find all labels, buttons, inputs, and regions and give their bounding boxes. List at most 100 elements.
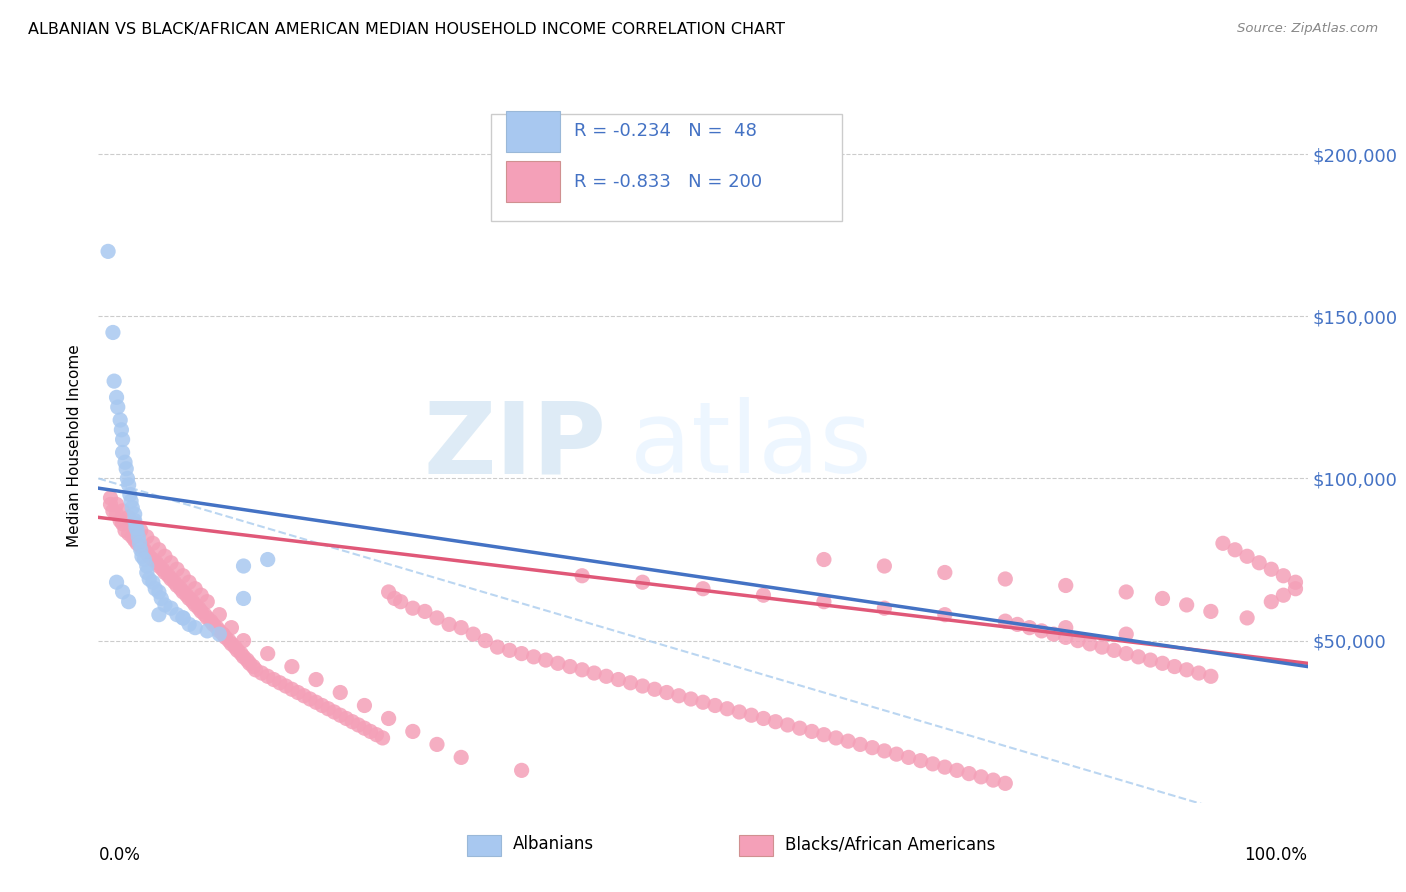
Point: [571, 663, 593, 677]
Point: [190, 588, 212, 602]
Point: [205, 621, 228, 635]
Point: [179, 591, 201, 606]
Point: [269, 675, 291, 690]
Point: [1031, 624, 1053, 638]
Text: Source: ZipAtlas.com: Source: ZipAtlas.com: [1237, 22, 1378, 36]
Point: [108, 514, 131, 528]
Point: [232, 633, 254, 648]
Point: [752, 588, 775, 602]
Point: [124, 516, 146, 531]
Point: [118, 595, 141, 609]
Point: [679, 692, 702, 706]
Point: [274, 679, 297, 693]
Point: [426, 738, 449, 752]
Point: [1042, 627, 1064, 641]
Point: [148, 559, 170, 574]
Point: [118, 510, 141, 524]
Point: [776, 718, 799, 732]
Point: [208, 607, 231, 622]
Point: [153, 566, 176, 580]
Point: [110, 423, 132, 437]
Point: [1212, 536, 1234, 550]
Point: [256, 669, 278, 683]
Point: [212, 627, 235, 641]
Point: [160, 601, 183, 615]
Point: [195, 595, 218, 609]
Point: [118, 478, 141, 492]
Point: [239, 657, 262, 671]
Point: [1236, 611, 1258, 625]
Point: [335, 711, 357, 725]
Point: [994, 572, 1017, 586]
FancyBboxPatch shape: [506, 161, 561, 202]
Point: [179, 575, 201, 590]
Point: [1128, 649, 1150, 664]
Point: [1078, 637, 1101, 651]
Point: [250, 666, 273, 681]
Point: [142, 536, 165, 550]
Point: [1199, 669, 1222, 683]
Point: [153, 549, 176, 564]
Point: [1272, 568, 1295, 582]
Point: [704, 698, 727, 713]
Point: [121, 530, 143, 544]
Y-axis label: Median Household Income: Median Household Income: [67, 344, 83, 548]
Point: [1175, 598, 1198, 612]
Point: [1067, 633, 1090, 648]
Point: [329, 708, 352, 723]
Point: [142, 552, 165, 566]
Point: [1163, 659, 1185, 673]
Point: [142, 575, 165, 590]
Point: [837, 734, 859, 748]
Point: [187, 601, 209, 615]
Point: [692, 695, 714, 709]
Point: [740, 708, 762, 723]
Point: [800, 724, 823, 739]
Point: [101, 326, 124, 340]
Point: [1249, 556, 1271, 570]
Point: [221, 637, 243, 651]
Point: [172, 611, 194, 625]
Point: [100, 491, 122, 505]
Text: R = -0.234   N =  48: R = -0.234 N = 48: [574, 122, 756, 140]
Point: [1260, 595, 1282, 609]
FancyBboxPatch shape: [492, 114, 842, 221]
Point: [353, 698, 375, 713]
Point: [111, 445, 134, 459]
Point: [1007, 617, 1029, 632]
Point: [176, 588, 198, 602]
Point: [299, 692, 322, 706]
Point: [910, 754, 932, 768]
Point: [946, 764, 969, 778]
Point: [353, 721, 375, 735]
Point: [218, 633, 240, 648]
Point: [595, 669, 617, 683]
Point: [450, 621, 472, 635]
Text: Albanians: Albanians: [513, 835, 595, 853]
Point: [371, 731, 394, 745]
Point: [426, 611, 449, 625]
Point: [377, 585, 399, 599]
FancyBboxPatch shape: [506, 111, 561, 152]
Point: [389, 595, 412, 609]
Text: ALBANIAN VS BLACK/AFRICAN AMERICAN MEDIAN HOUSEHOLD INCOME CORRELATION CHART: ALBANIAN VS BLACK/AFRICAN AMERICAN MEDIA…: [28, 22, 785, 37]
Point: [208, 624, 231, 638]
Point: [886, 747, 908, 761]
Point: [121, 500, 143, 515]
Point: [232, 649, 254, 664]
Point: [1018, 621, 1040, 635]
Point: [117, 471, 139, 485]
Point: [256, 647, 278, 661]
Point: [413, 604, 436, 618]
Point: [128, 536, 150, 550]
Point: [229, 647, 252, 661]
Point: [934, 760, 956, 774]
Point: [571, 568, 593, 582]
Point: [200, 614, 222, 628]
Point: [437, 617, 460, 632]
Point: [384, 591, 406, 606]
Point: [100, 497, 122, 511]
Point: [124, 507, 146, 521]
Point: [292, 689, 315, 703]
Point: [172, 568, 194, 582]
